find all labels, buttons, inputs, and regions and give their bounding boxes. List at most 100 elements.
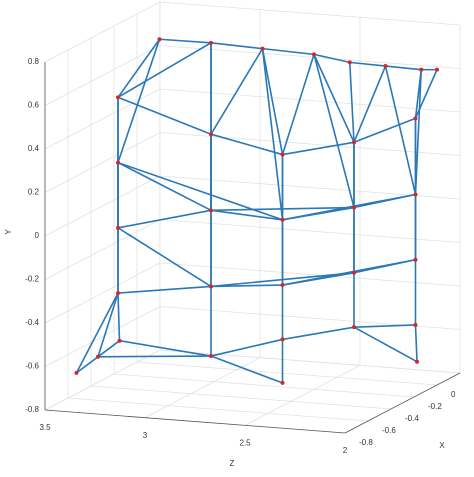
node [352, 206, 356, 210]
grid-line [45, 220, 160, 280]
grid-line [45, 2, 160, 62]
edge [314, 54, 350, 62]
grid-line [45, 133, 160, 193]
y-tick-label: -0.4 [25, 318, 39, 327]
y-axis-label: Y [4, 229, 13, 235]
x-tick-label: -0.2 [428, 402, 442, 411]
grid-line [45, 89, 160, 149]
node [209, 354, 213, 358]
edge [283, 142, 355, 154]
node [281, 218, 285, 222]
edge [211, 339, 283, 356]
edge [386, 66, 422, 70]
node [435, 68, 439, 72]
edge [118, 210, 211, 228]
edge [211, 134, 283, 154]
axis-line [45, 410, 345, 433]
edge [283, 194, 416, 219]
edge [354, 325, 416, 327]
grid-line [45, 263, 160, 323]
node [209, 41, 213, 45]
z-tick-label: 3.5 [39, 423, 51, 432]
z-axis-label: Z [230, 459, 235, 468]
node [281, 337, 285, 341]
node [158, 37, 162, 41]
node [116, 226, 120, 230]
node [281, 381, 285, 385]
x-tick-label: -0.6 [382, 426, 396, 435]
node [414, 323, 418, 327]
edge [118, 163, 211, 211]
edge [350, 62, 354, 142]
edge [118, 39, 160, 97]
y-tick-label: -0.8 [25, 405, 39, 414]
edge [98, 356, 211, 357]
edge [77, 357, 99, 373]
node [209, 208, 213, 212]
edge [350, 62, 386, 66]
node [384, 64, 388, 68]
node [352, 325, 356, 329]
node [209, 132, 213, 136]
edge [283, 327, 355, 339]
node [281, 283, 285, 287]
node [116, 161, 120, 165]
edge [263, 49, 283, 220]
y-tick-label: 0 [35, 231, 40, 240]
edge [118, 163, 283, 220]
edge [263, 49, 315, 55]
edge [211, 43, 263, 49]
edge [118, 293, 120, 341]
node [261, 47, 265, 51]
node [419, 68, 423, 72]
node [352, 271, 356, 275]
node [352, 140, 356, 144]
z-tick-label: 2.5 [239, 438, 251, 447]
y-tick-label: 0.4 [28, 144, 40, 153]
grid-line [91, 386, 391, 409]
node [75, 371, 79, 375]
edge [118, 39, 160, 162]
grid-line [114, 374, 414, 397]
node [414, 258, 418, 262]
edge [416, 325, 418, 362]
y-tick-label: 0.6 [28, 101, 40, 110]
node [312, 52, 316, 56]
node [118, 339, 122, 343]
x-tick-label: 0 [451, 390, 456, 399]
y-tick-label: 0.8 [28, 57, 40, 66]
grid-line [160, 2, 460, 25]
node [414, 116, 418, 120]
node [414, 192, 418, 196]
edge [118, 97, 211, 134]
edge [120, 341, 212, 356]
y-tick-label: -0.2 [25, 275, 39, 284]
z-tick-label: 2 [343, 446, 348, 455]
x-tick-label: -0.4 [405, 414, 419, 423]
edge [386, 66, 416, 194]
y-tick-label: -0.6 [25, 362, 39, 371]
grid-line [160, 89, 460, 112]
edge [283, 54, 315, 154]
grid-line [45, 46, 160, 106]
edge [118, 286, 211, 293]
edge [211, 356, 283, 383]
x-axis-label: X [439, 441, 445, 450]
edge [77, 293, 119, 373]
node [415, 360, 419, 364]
x-tick-label: -0.8 [359, 438, 373, 447]
node [281, 153, 285, 157]
node [348, 60, 352, 64]
grid-line [45, 176, 160, 236]
z-tick-label: 3 [143, 431, 148, 440]
node [96, 355, 100, 359]
edge [211, 49, 263, 135]
edge [211, 210, 283, 219]
y-tick-label: 0.2 [28, 188, 40, 197]
grid-line [137, 362, 437, 385]
edge [160, 39, 212, 43]
grid-line [68, 398, 368, 421]
node [116, 291, 120, 295]
node [116, 95, 120, 99]
edge [354, 327, 417, 362]
